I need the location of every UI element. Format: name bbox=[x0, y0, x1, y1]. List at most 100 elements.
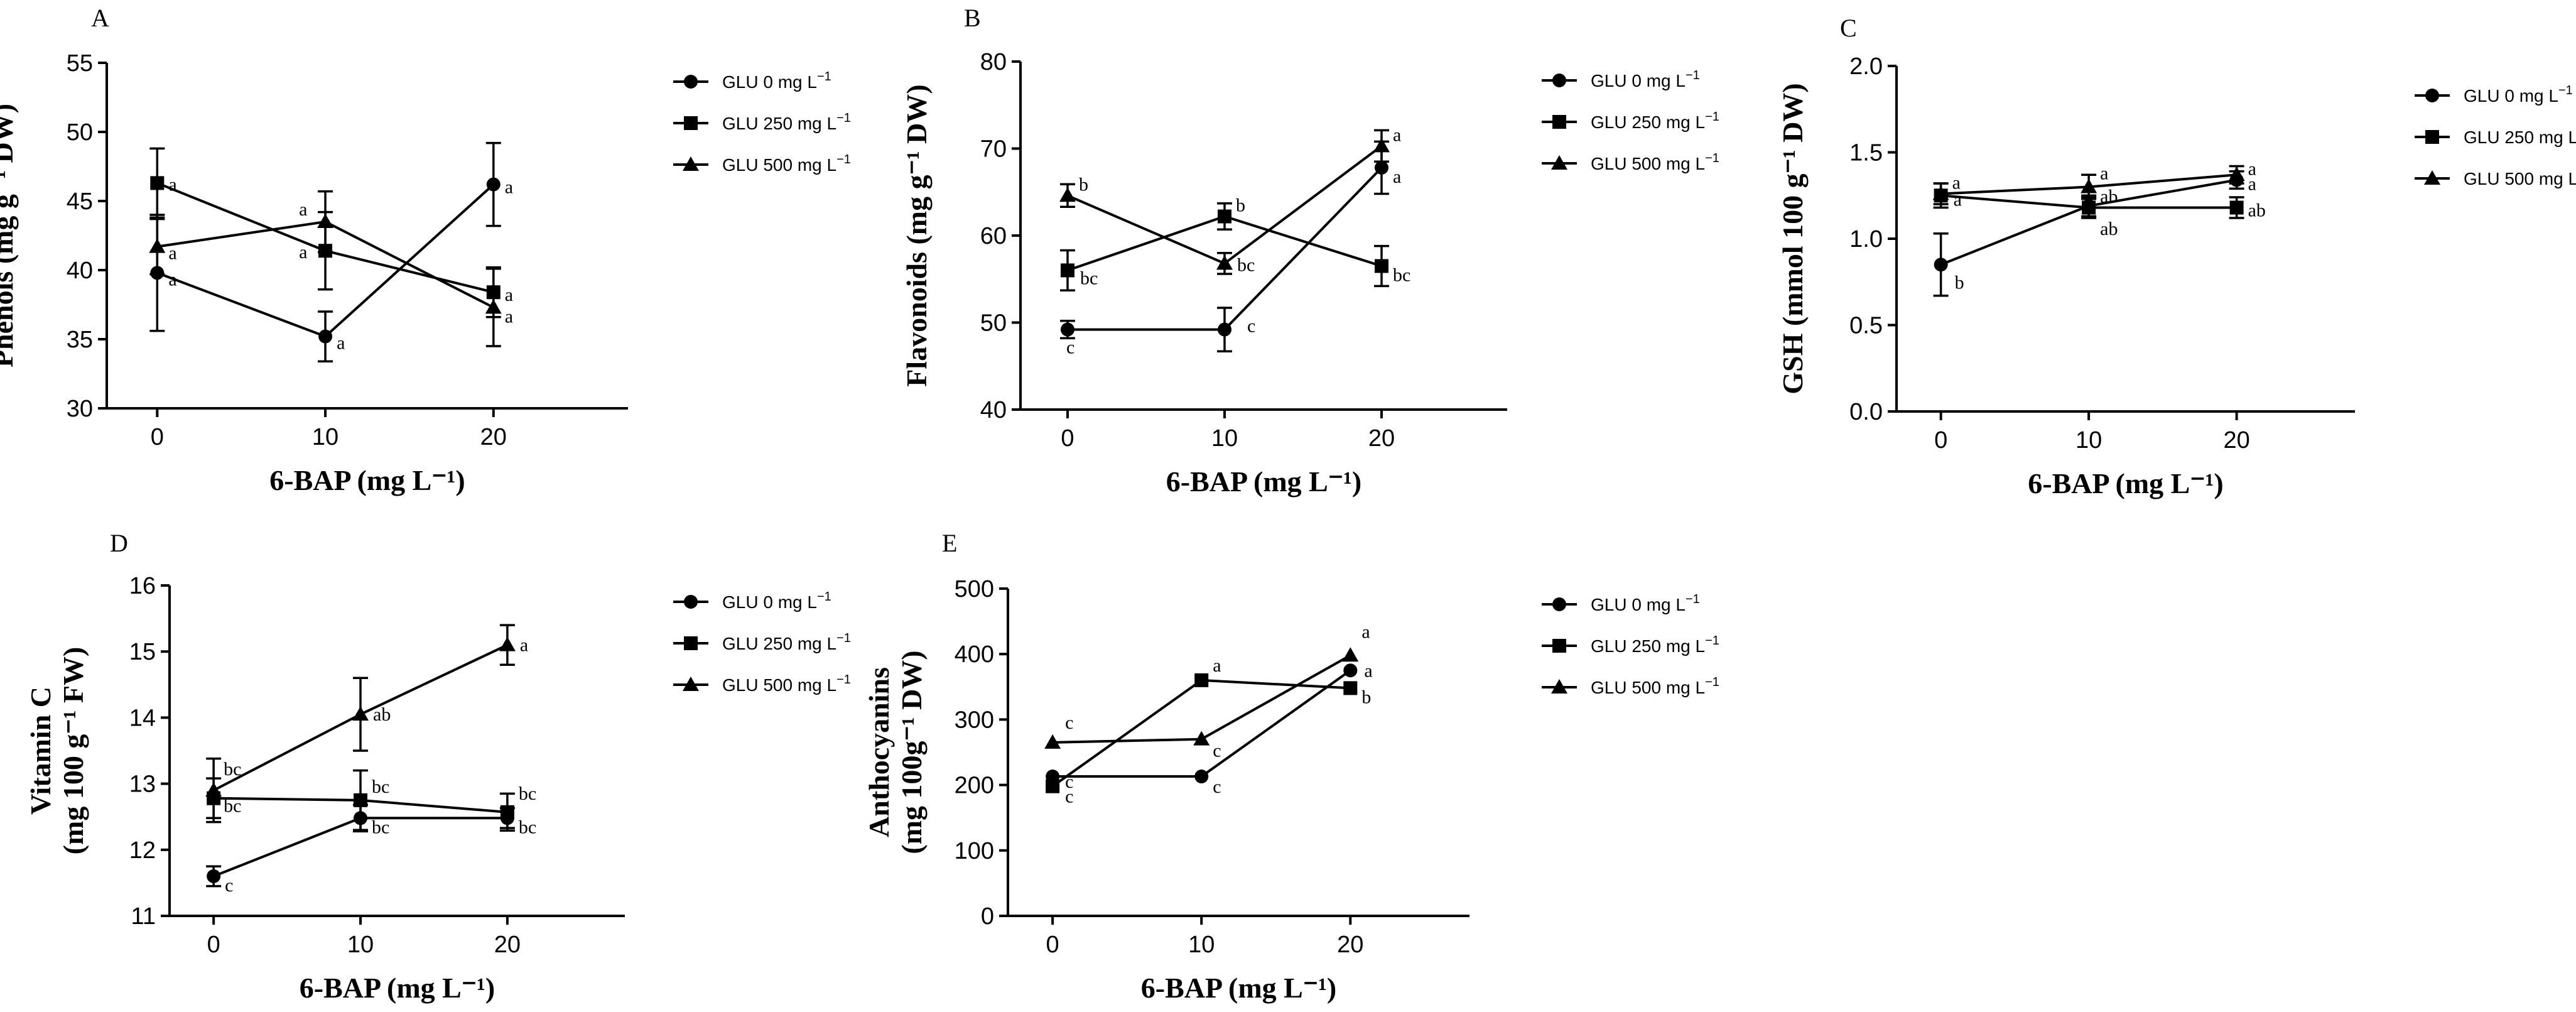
significance-label: a bbox=[505, 285, 513, 305]
panel-title: B bbox=[964, 4, 981, 32]
series-circle: c c a bbox=[1060, 140, 1401, 358]
legend-entry: GLU 0 mg L−1 bbox=[1591, 592, 1700, 614]
series-square: a ab ab bbox=[1933, 182, 2266, 221]
x-tick-label: 0 bbox=[1046, 932, 1059, 958]
legend-entry: GLU 500 mg L−1 bbox=[2464, 166, 2576, 188]
data-point bbox=[499, 636, 516, 651]
significance-label: bc bbox=[519, 783, 536, 804]
y-tick-label: 0.0 bbox=[1849, 399, 1883, 425]
legend-entry: GLU 250 mg L−1 bbox=[722, 631, 851, 653]
data-point bbox=[500, 805, 514, 819]
significance-label: c bbox=[1065, 786, 1073, 807]
legend-marker bbox=[683, 156, 699, 171]
legend-marker bbox=[2425, 130, 2439, 144]
series-line bbox=[1068, 166, 1383, 331]
data-point bbox=[1934, 258, 1948, 272]
significance-label: bc bbox=[372, 817, 389, 837]
significance-label: ab bbox=[2100, 187, 2118, 207]
y-axis-label: Anthocyanins bbox=[863, 667, 895, 837]
legend-marker bbox=[684, 116, 698, 130]
legend: GLU 0 mg L−1 GLU 250 mg L−1 GLU 500 mg L−1 bbox=[2415, 84, 2576, 188]
panel-title: A bbox=[91, 4, 109, 32]
legend: GLU 0 mg L−1 GLU 250 mg L−1 GLU 500 mg L−1 bbox=[1542, 592, 1719, 697]
data-point bbox=[354, 793, 368, 807]
data-point bbox=[1373, 138, 1390, 153]
significance-label: a bbox=[2248, 173, 2256, 194]
x-tick-label: 10 bbox=[1188, 932, 1215, 958]
data-point bbox=[486, 177, 501, 192]
y-tick-label: 60 bbox=[980, 223, 1007, 249]
y-tick-label: 200 bbox=[955, 773, 994, 799]
y-tick-label: 14 bbox=[129, 705, 156, 731]
data-point bbox=[149, 238, 166, 253]
y-axis-label: Vitamin C bbox=[24, 687, 57, 815]
y-tick-label: 50 bbox=[980, 310, 1007, 337]
y-tick-label: 70 bbox=[980, 136, 1007, 163]
significance-label: a bbox=[337, 333, 345, 354]
legend-marker bbox=[1552, 597, 1566, 611]
data-point bbox=[207, 869, 221, 883]
data-point bbox=[1061, 322, 1074, 337]
significance-label: a bbox=[299, 242, 307, 263]
significance-label: a bbox=[1954, 189, 1962, 210]
y-tick-label: 40 bbox=[67, 258, 93, 284]
significance-label: a bbox=[2100, 163, 2108, 184]
y-tick-label: 400 bbox=[955, 641, 994, 668]
legend-marker bbox=[1551, 155, 1567, 170]
significance-label: a bbox=[2248, 159, 2256, 180]
y-tick-label: 2.0 bbox=[1849, 53, 1883, 80]
significance-label: bc bbox=[1393, 264, 1410, 285]
significance-label: bc bbox=[1237, 254, 1255, 275]
significance-label: c bbox=[1213, 741, 1221, 761]
legend-entry: GLU 0 mg L−1 bbox=[722, 590, 831, 612]
series-triangle: a a a bbox=[149, 190, 513, 347]
y-tick-label: 11 bbox=[131, 903, 156, 930]
significance-label: a bbox=[168, 243, 176, 264]
x-tick-label: 0 bbox=[207, 932, 220, 958]
data-point bbox=[150, 176, 165, 190]
legend-marker bbox=[683, 677, 699, 691]
significance-label: ab bbox=[2100, 219, 2118, 239]
significance-label: ab bbox=[373, 704, 391, 725]
chart-A: A 30 35 40 45 50 55 0 10 20 6-BAP (mg L⁻¹) Phenols … bbox=[0, 4, 851, 496]
chart-C: C 0.0 0.5 1.0 1.5 2.0 0 10 20 6-BAP (mg L⁻¹) GSH (… bbox=[1777, 14, 2576, 499]
x-tick-label: 0 bbox=[151, 424, 164, 450]
y-tick-label: 500 bbox=[955, 576, 994, 602]
panel-title: C bbox=[1840, 14, 1857, 42]
significance-label: a bbox=[1361, 621, 1370, 642]
legend-marker bbox=[684, 595, 698, 609]
x-tick-label: 20 bbox=[2223, 427, 2249, 454]
data-point bbox=[2228, 166, 2245, 182]
data-point bbox=[1932, 185, 1949, 200]
significance-label: ab bbox=[2248, 200, 2266, 221]
axes bbox=[1895, 66, 2355, 413]
legend-entry: GLU 250 mg L−1 bbox=[1591, 634, 1719, 656]
axes bbox=[1007, 589, 1469, 917]
significance-label: a bbox=[299, 199, 307, 220]
significance-label: a bbox=[520, 635, 528, 656]
chart-E: E 0 100 200 300 400 500 0 10 206-BAP (mg L⁻¹) Anth… bbox=[863, 529, 1719, 1004]
data-point bbox=[485, 299, 502, 314]
data-point bbox=[205, 782, 222, 797]
data-point bbox=[1046, 779, 1060, 793]
x-tick-label: 20 bbox=[480, 424, 507, 450]
x-axis-label: 6-BAP (mg L⁻¹) bbox=[1166, 465, 1362, 498]
data-point bbox=[1343, 663, 1358, 678]
y-tick-label: 80 bbox=[980, 49, 1007, 75]
significance-label: b bbox=[1236, 195, 1245, 216]
data-point bbox=[1343, 681, 1358, 695]
series-triangle: b bc a bbox=[1059, 124, 1401, 275]
data-point bbox=[2082, 200, 2096, 215]
y-tick-label: 1.5 bbox=[1849, 140, 1883, 166]
data-point bbox=[352, 706, 369, 721]
legend-marker bbox=[1552, 639, 1566, 653]
data-point bbox=[1375, 160, 1388, 175]
x-axis-label: 6-BAP (mg L⁻¹) bbox=[1141, 972, 1337, 1004]
series-circle: a a a bbox=[149, 141, 513, 362]
data-point bbox=[1193, 731, 1210, 746]
legend-entry: GLU 0 mg L−1 bbox=[722, 70, 831, 92]
significance-label: c bbox=[1065, 712, 1073, 733]
axes bbox=[106, 63, 628, 410]
legend: GLU 0 mg L−1 GLU 250 mg L−1 GLU 500 mg L−1 bbox=[673, 70, 851, 175]
